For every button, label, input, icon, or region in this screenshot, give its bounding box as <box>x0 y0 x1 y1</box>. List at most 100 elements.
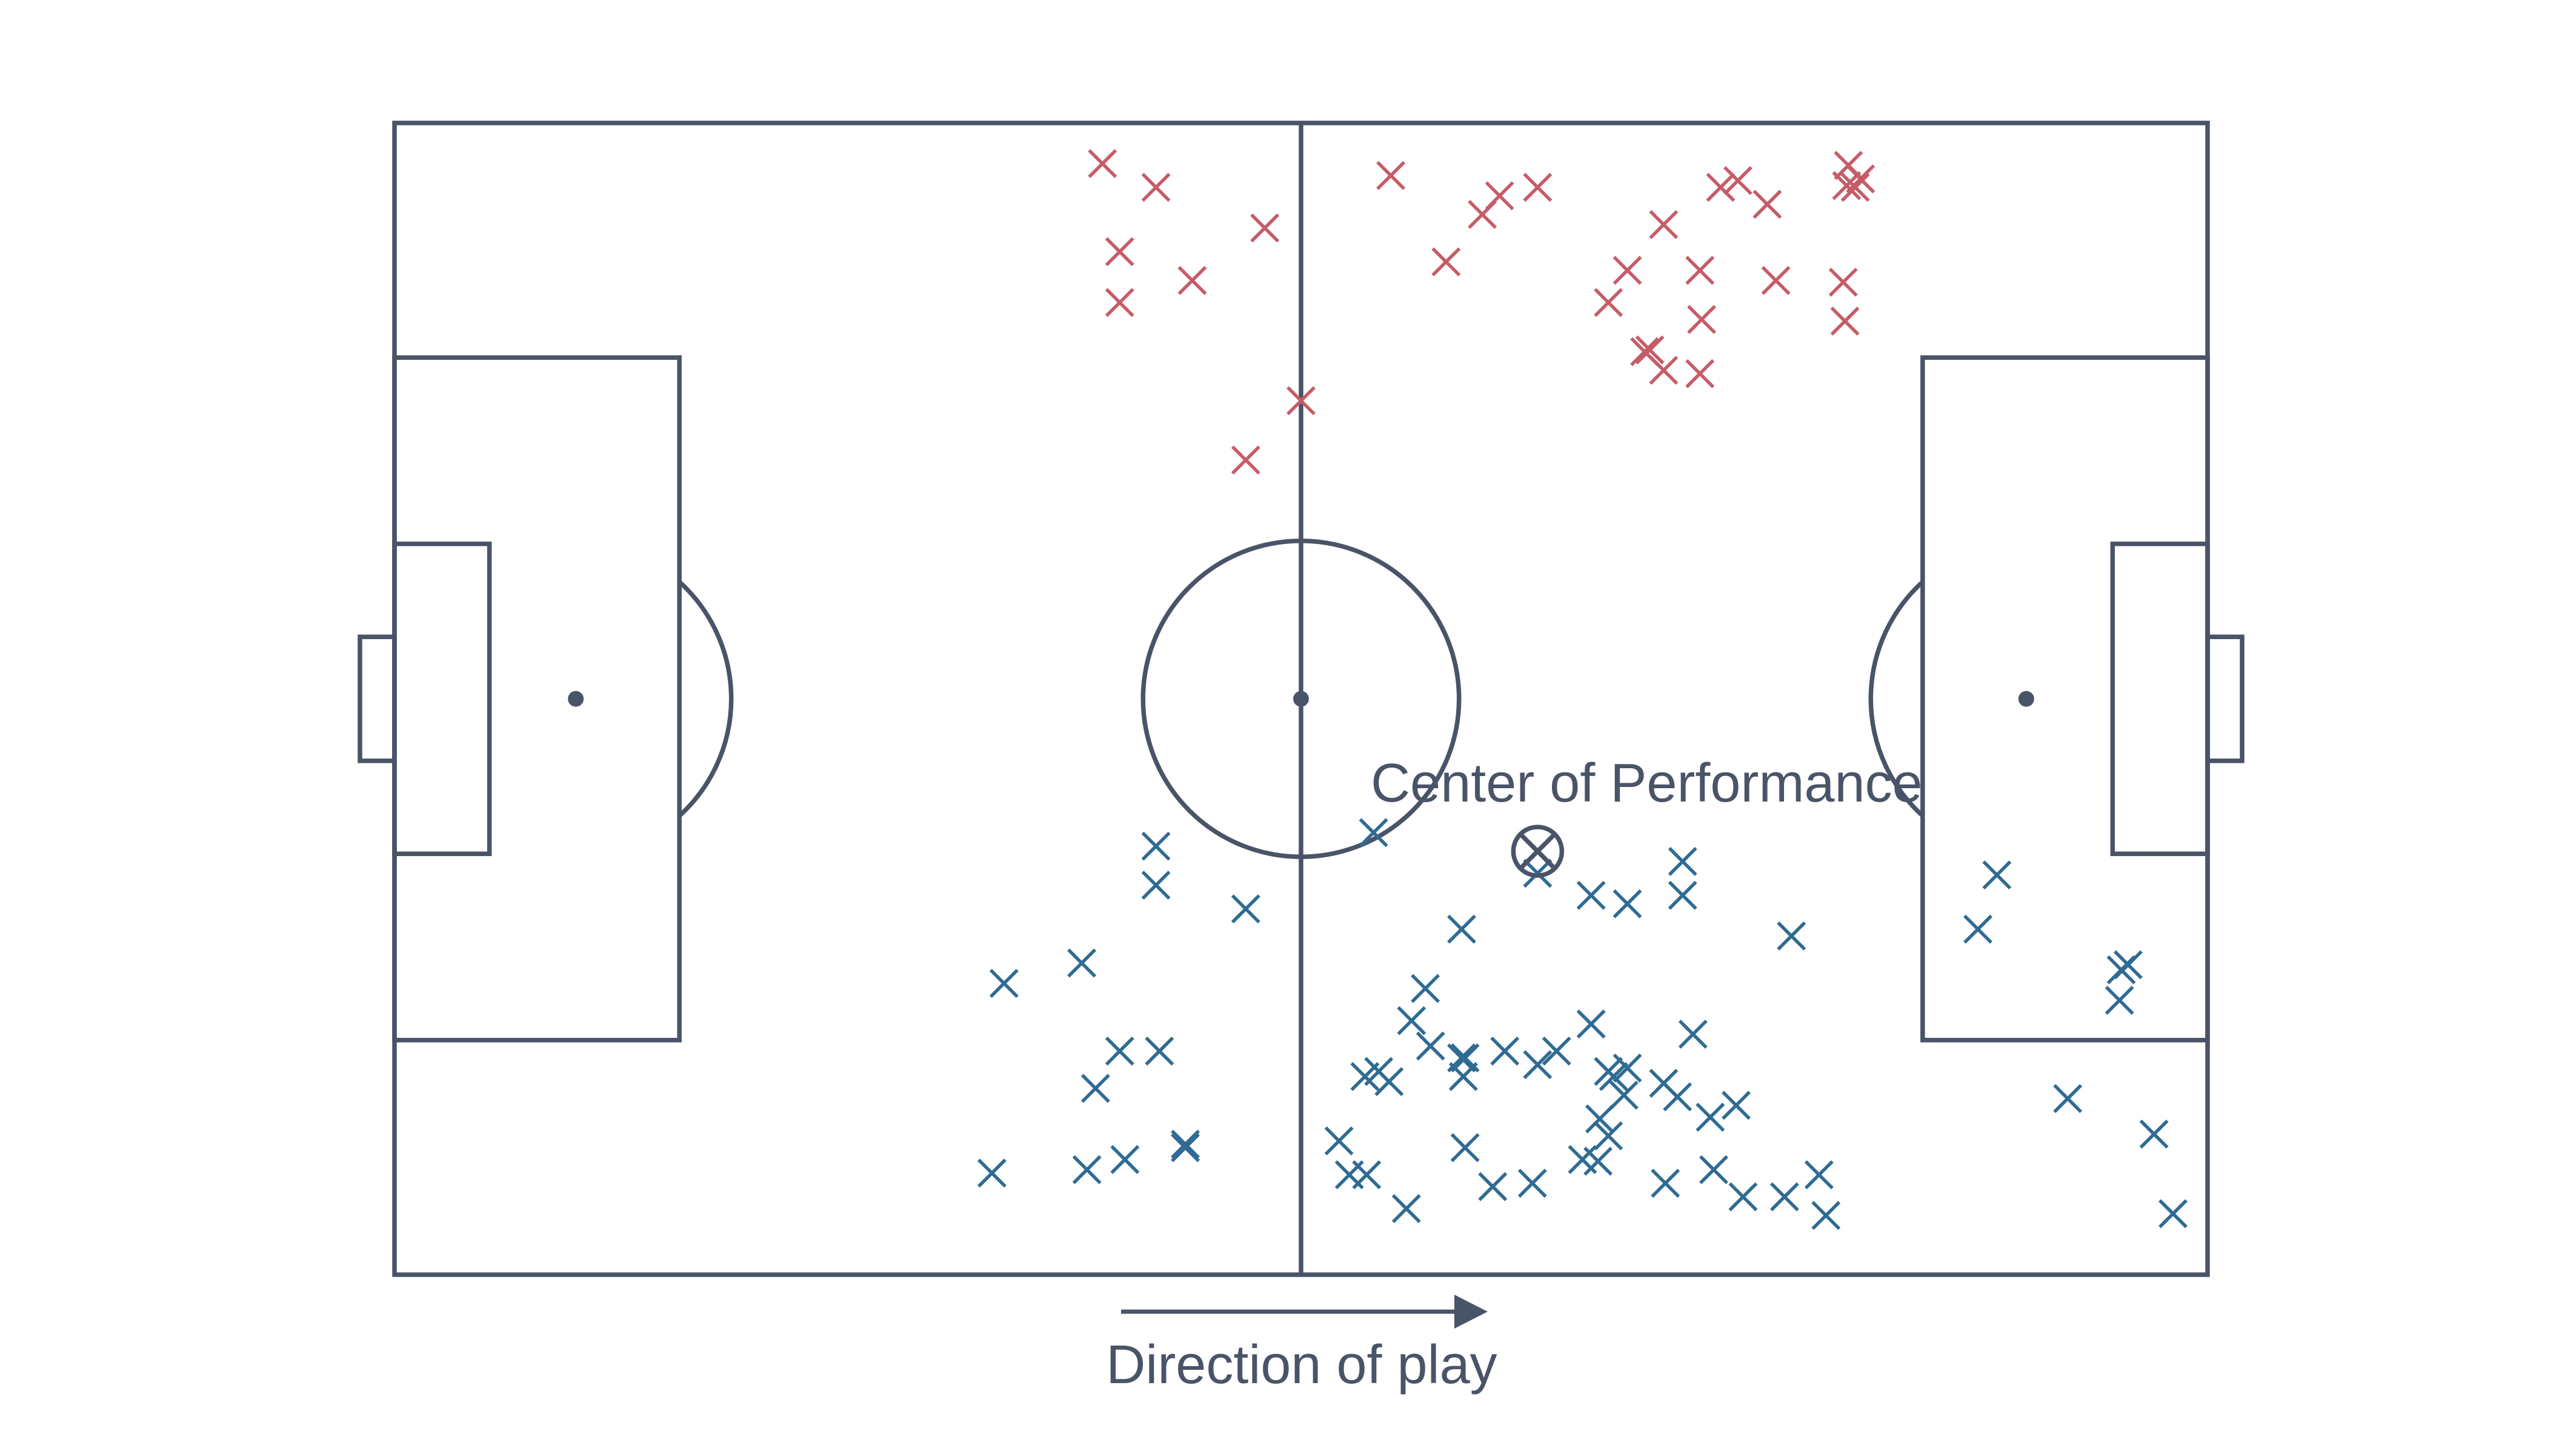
x-stroke <box>1145 1037 1174 1066</box>
x-stroke <box>1523 1050 1553 1080</box>
red-x-marker <box>1846 164 1875 194</box>
blue-x-marker <box>1141 871 1171 900</box>
red-x-marker <box>1105 288 1134 317</box>
blue-x-marker <box>1490 1037 1520 1066</box>
x-stroke <box>1752 190 1782 219</box>
left-goal <box>358 634 397 763</box>
x-stroke <box>1105 288 1134 317</box>
red-x-marker <box>1649 210 1679 239</box>
x-stroke <box>1450 1043 1480 1073</box>
x-stroke <box>1542 1037 1571 1066</box>
blue-x-marker <box>1612 1053 1642 1083</box>
x-stroke <box>1141 871 1171 900</box>
x-stroke <box>1828 267 1858 297</box>
x-stroke <box>1685 256 1715 285</box>
x-stroke <box>1576 880 1606 910</box>
x-stroke <box>1840 173 1870 202</box>
x-stroke <box>1391 1194 1421 1223</box>
x-stroke <box>1517 1169 1547 1198</box>
x-stroke <box>1612 1053 1642 1083</box>
x-stroke <box>1685 359 1715 388</box>
red-x-marker <box>1594 288 1623 317</box>
red-x-marker <box>1723 166 1752 195</box>
x-stroke <box>977 1158 1007 1188</box>
right-goal-area <box>2110 541 2210 857</box>
blue-x-marker <box>1583 1146 1613 1176</box>
blue-x-marker <box>1542 1037 1571 1066</box>
x-stroke <box>1687 305 1717 334</box>
direction-of-play-label: Direction of play <box>1106 1335 1497 1395</box>
center-cross-line <box>1519 832 1557 870</box>
x-stroke <box>1594 288 1623 317</box>
blue-x-marker <box>2158 1199 2188 1229</box>
x-stroke <box>1804 1160 1834 1190</box>
blue-x-marker <box>989 969 1019 998</box>
x-stroke <box>1649 356 1679 385</box>
blue-x-marker <box>1722 1091 1751 1120</box>
right-goal <box>2205 634 2245 763</box>
left-penalty-spot <box>568 691 584 707</box>
x-stroke <box>1832 171 1862 201</box>
x-stroke <box>1490 1037 1520 1066</box>
x-stroke <box>1585 1104 1614 1134</box>
x-stroke <box>1594 1121 1623 1150</box>
x-stroke <box>1088 149 1117 179</box>
x-stroke <box>1723 166 1752 195</box>
red-x-marker <box>1761 266 1791 295</box>
x-stroke <box>1523 173 1553 202</box>
blue-x-marker <box>1668 880 1697 910</box>
red-x-marker <box>1752 190 1782 219</box>
x-stroke <box>1612 889 1642 918</box>
x-stroke <box>1141 173 1171 202</box>
pitch-markings <box>358 121 2245 1277</box>
x-stroke <box>1612 256 1642 285</box>
red-x-marker <box>1828 267 1858 297</box>
blue-x-marker <box>1072 1155 1102 1184</box>
blue-x-marker <box>1450 1133 1480 1163</box>
blue-x-marker <box>1448 1061 1478 1091</box>
blue-x-marker <box>1699 1155 1728 1184</box>
red-x-marker <box>1687 305 1717 334</box>
x-stroke <box>1376 161 1406 190</box>
x-stroke <box>1811 1201 1841 1230</box>
x-stroke <box>1080 1074 1110 1103</box>
x-stroke <box>1450 1133 1480 1163</box>
x-stroke <box>1668 880 1697 910</box>
x-stroke <box>1635 335 1665 365</box>
x-stroke <box>1286 386 1316 416</box>
x-stroke <box>1722 1091 1751 1120</box>
x-stroke <box>2053 1084 2083 1114</box>
blue-x-marker <box>2105 986 2134 1015</box>
blue-x-marker <box>1769 1182 1799 1212</box>
blue-x-marker <box>1804 1160 1834 1190</box>
x-stroke <box>1982 860 2012 890</box>
circled-x-icon <box>1511 825 1565 878</box>
x-stroke <box>1177 266 1207 295</box>
x-stroke <box>1651 1169 1680 1198</box>
blue-x-marker <box>2053 1084 2083 1114</box>
blue-x-marker <box>1478 1172 1508 1201</box>
blue-x-marker <box>2139 1120 2169 1149</box>
x-stroke <box>1576 1009 1606 1039</box>
red-x-marker <box>1840 173 1870 202</box>
blue-x-marker <box>1324 1126 1354 1156</box>
blue-x-marker <box>1517 1169 1547 1198</box>
x-stroke <box>1105 1037 1134 1066</box>
x-stroke <box>1678 1020 1708 1049</box>
x-stroke <box>1478 1172 1508 1201</box>
blue-x-marker <box>1651 1169 1680 1198</box>
red-x-marker <box>1141 173 1171 202</box>
blue-x-marker <box>1416 1031 1445 1061</box>
blue-x-marker <box>1612 889 1642 918</box>
x-stroke <box>1231 445 1260 475</box>
blue-x-marker <box>977 1158 1007 1188</box>
blue-x-marker <box>1728 1182 1758 1212</box>
blue-x-marker <box>1110 1144 1140 1174</box>
x-stroke <box>1777 921 1806 951</box>
red-x-marker <box>1830 307 1860 336</box>
right-penalty-area <box>1920 355 2210 1043</box>
x-stroke <box>1699 1155 1728 1184</box>
red-x-marker <box>1649 356 1679 385</box>
x-stroke <box>1105 237 1134 267</box>
